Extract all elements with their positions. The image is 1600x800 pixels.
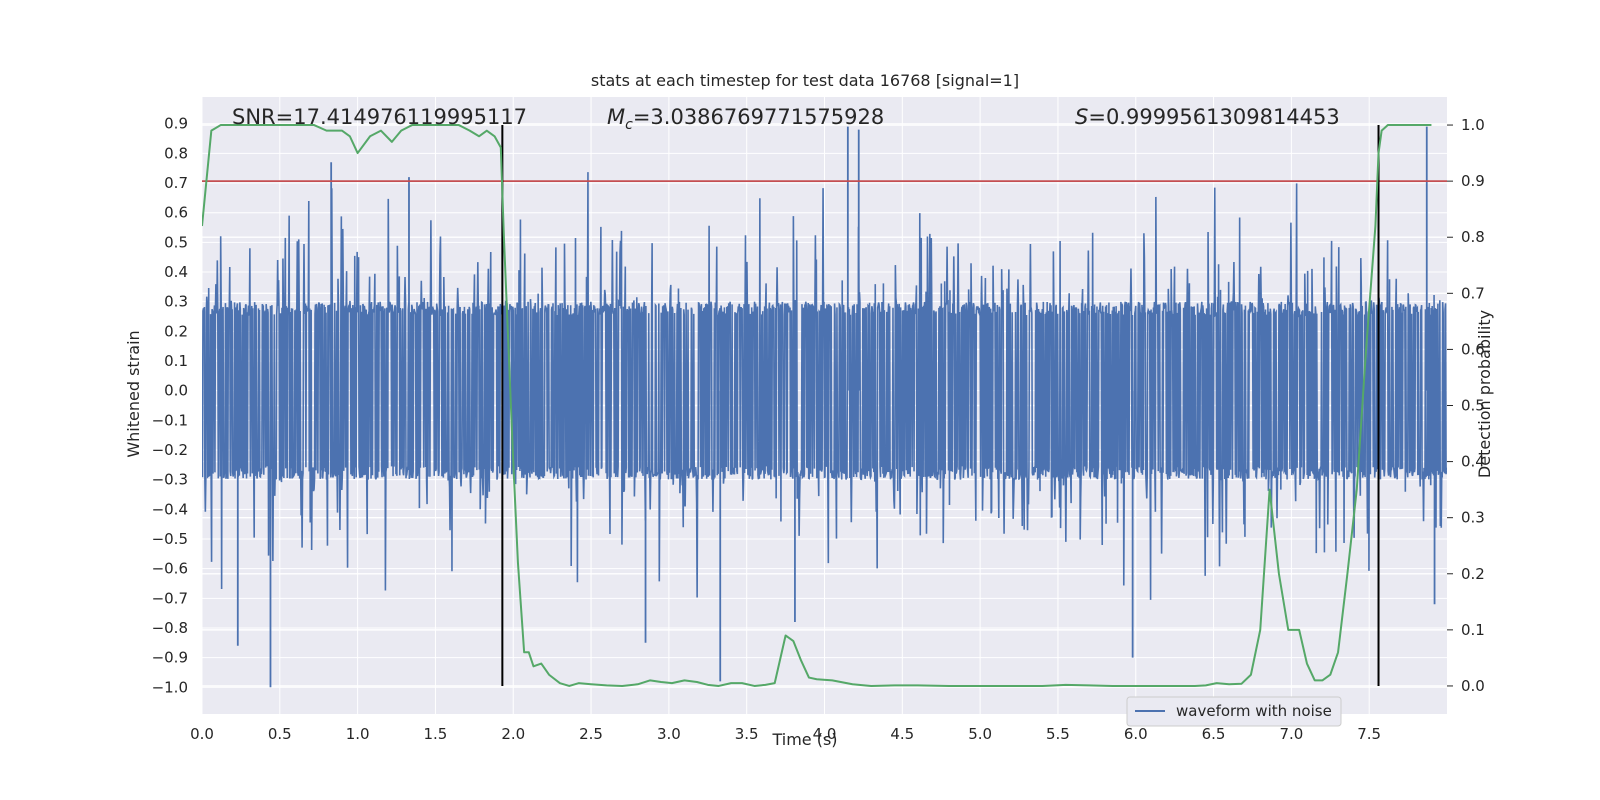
y-tick-label-right: 0.4: [1461, 453, 1485, 471]
y-axis-label-right: Detection probability: [1475, 310, 1494, 478]
x-tick-label: 7.5: [1357, 725, 1381, 743]
score-symbol: S: [1075, 105, 1088, 129]
y-tick-label-right: 0.5: [1461, 397, 1485, 415]
x-tick-label: 7.0: [1279, 725, 1303, 743]
x-tick-label: 6.0: [1124, 725, 1148, 743]
x-tick-label: 4.5: [890, 725, 914, 743]
chirp-mass-symbol: M: [607, 105, 625, 129]
x-tick-label: 0.0: [190, 725, 214, 743]
chart-title: stats at each timestep for test data 167…: [591, 71, 1019, 90]
y-tick-label-left: 0.1: [164, 352, 188, 370]
y-axis-label-left: Whitened strain: [124, 330, 143, 457]
y-tick-label-right: 0.7: [1461, 284, 1485, 302]
y-tick-label-right: 0.0: [1461, 677, 1485, 695]
x-axis-label: Time (s): [771, 730, 837, 749]
y-tick-label-right: 0.8: [1461, 228, 1485, 246]
score-annotation: S=0.9999561309814453: [1075, 105, 1340, 129]
y-tick-label-left: 0.9: [164, 115, 188, 133]
chirp-mass-annotation: Mc=3.0386769771575928: [607, 105, 884, 133]
y-tick-label-right: 0.3: [1461, 509, 1485, 527]
y-tick-label-left: 0.7: [164, 174, 188, 192]
x-tick-label: 3.0: [657, 725, 681, 743]
y-tick-label-left: −0.7: [152, 589, 188, 607]
y-tick-label-left: 0.8: [164, 144, 188, 162]
y-tick-label-left: 0.2: [164, 322, 188, 340]
x-tick-label: 0.5: [268, 725, 292, 743]
score-value: =0.9999561309814453: [1088, 105, 1339, 129]
y-tick-label-left: −0.1: [152, 411, 188, 429]
legend: waveform with noise: [1126, 696, 1342, 727]
y-tick-label-left: 0.6: [164, 204, 188, 222]
y-tick-label-left: −0.2: [152, 441, 188, 459]
y-tick-label-left: −0.3: [152, 471, 188, 489]
y-tick-label-left: −0.8: [152, 619, 188, 637]
y-axis-right-ticks: 1.0 0.9 0.8 0.7 0.6 0.5 0.4 0.3 0.2 0.1 0.0: [1447, 116, 1485, 695]
chirp-mass-value: =3.0386769771575928: [633, 105, 884, 129]
x-axis-ticks: 0.0 0.5 1.0 1.5 2.0 2.5 3.0 3.5 4.0 4.5 5.0 5.5 6.0 6…: [190, 725, 1381, 743]
y-tick-label-left: −0.5: [152, 530, 188, 548]
y-tick-label-right: 0.9: [1461, 172, 1485, 190]
x-tick-label: 6.5: [1202, 725, 1226, 743]
y-tick-label-right: 0.6: [1461, 340, 1485, 358]
y-tick-label-right: 1.0: [1461, 116, 1485, 134]
y-tick-label-left: 0.4: [164, 263, 188, 281]
y-tick-label-right: 0.2: [1461, 565, 1485, 583]
x-tick-label: 4.0: [813, 725, 837, 743]
snr-annotation: SNR=17.414976119995117: [232, 105, 527, 129]
x-tick-label: 5.0: [968, 725, 992, 743]
x-tick-label: 2.0: [501, 725, 525, 743]
legend-box: [1126, 696, 1342, 727]
probability-line: [202, 124, 1432, 687]
legend-label: waveform with noise: [1176, 702, 1332, 720]
waveform-line: [202, 172, 1447, 600]
probability-series: [202, 124, 1432, 687]
x-tick-label: 1.5: [424, 725, 448, 743]
y-tick-label-left: 0.5: [164, 233, 188, 251]
y-axis-left-ticks: 0.9 0.8 0.7 0.6 0.5 0.4 0.3 0.2 0.1 0.0 −0.1 −0.2 −0…: [152, 115, 188, 697]
y-tick-label-right: 0.1: [1461, 621, 1485, 639]
chirp-mass-subscript: c: [625, 117, 633, 133]
x-tick-label: 2.5: [579, 725, 603, 743]
waveform-series: [202, 126, 1447, 688]
x-tick-label: 1.0: [346, 725, 370, 743]
x-tick-label: 3.5: [735, 725, 759, 743]
y-tick-label-left: 0.0: [164, 382, 188, 400]
y-tick-label-left: −0.6: [152, 560, 188, 578]
x-tick-label: 5.5: [1046, 725, 1070, 743]
y-tick-label-left: −0.9: [152, 649, 188, 667]
y-tick-label-left: 0.3: [164, 293, 188, 311]
y-tick-label-left: −0.4: [152, 500, 188, 518]
y-tick-label-left: −1.0: [152, 678, 188, 696]
